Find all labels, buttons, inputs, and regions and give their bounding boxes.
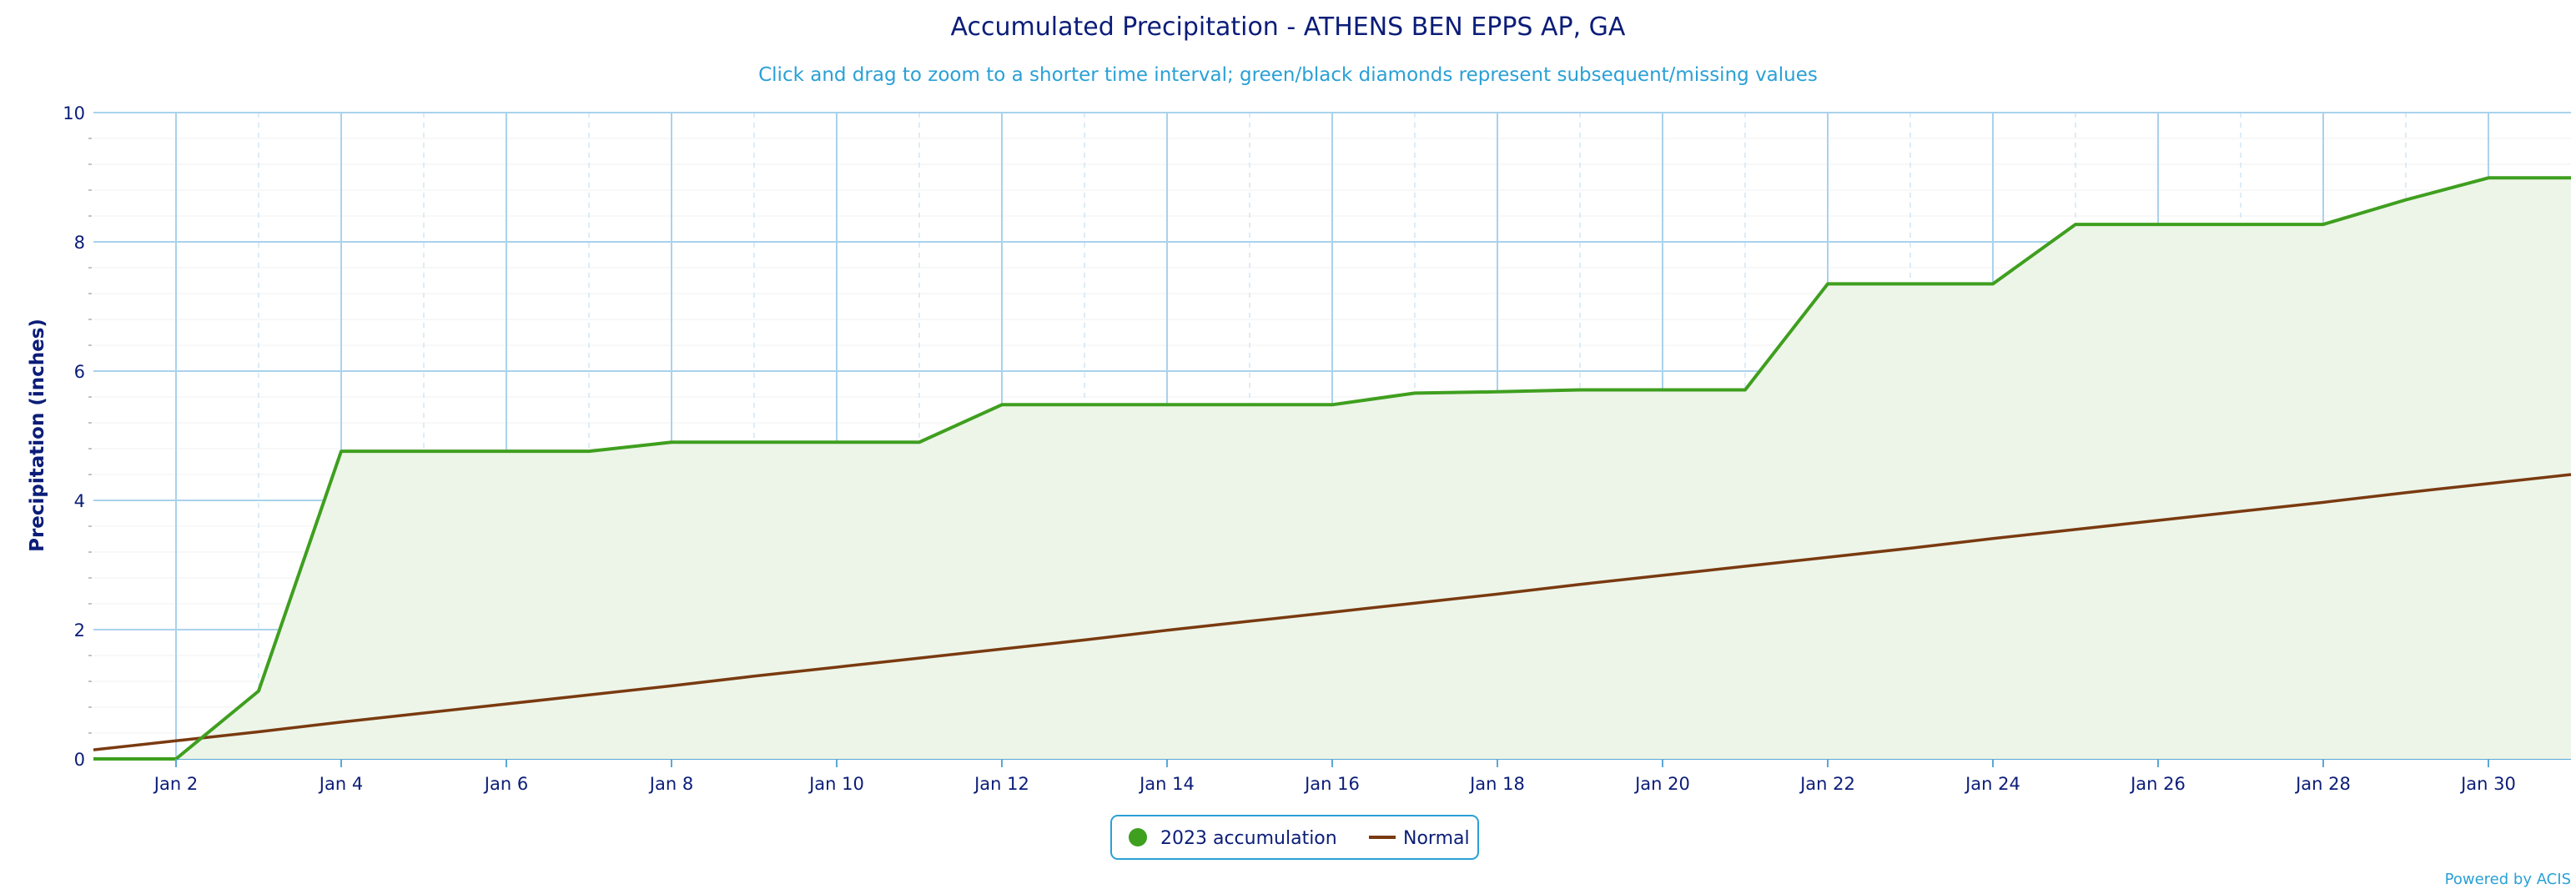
- x-tick-label: Jan 2: [153, 774, 198, 794]
- y-axis-ticks: 0 2 4 6 8 10: [63, 103, 85, 770]
- y-tick-label: 4: [74, 491, 85, 511]
- x-tick-label: Jan 30: [2459, 774, 2516, 794]
- legend-label-2023-accumulation: 2023 accumulation: [1160, 828, 1337, 849]
- chart-title: Accumulated Precipitation - ATHENS BEN E…: [951, 13, 1626, 42]
- accumulation-area: [93, 178, 2571, 759]
- y-tick-label: 8: [74, 233, 85, 253]
- y-axis-label: Precipitation (inches): [27, 319, 48, 552]
- x-tick-label: Jan 4: [318, 774, 363, 794]
- x-tick-label: Jan 10: [808, 774, 864, 794]
- x-tick-label: Jan 12: [973, 774, 1029, 794]
- x-tick-label: Jan 16: [1303, 774, 1360, 794]
- credit-link[interactable]: Powered by ACIS: [2445, 871, 2571, 888]
- legend-circle-icon: [1129, 828, 1147, 846]
- x-tick-label: Jan 20: [1633, 774, 1690, 794]
- y-tick-label: 0: [74, 750, 85, 770]
- x-tick-label: Jan 8: [648, 774, 693, 794]
- legend-item-2023-accumulation[interactable]: 2023 accumulation: [1129, 828, 1337, 849]
- area-layer: [93, 178, 2571, 759]
- chart-subtitle: Click and drag to zoom to a shorter time…: [758, 64, 1818, 86]
- x-tick-label: Jan 26: [2129, 774, 2186, 794]
- legend-item-normal[interactable]: Normal: [1369, 828, 1470, 849]
- x-tick-label: Jan 14: [1138, 774, 1195, 794]
- legend[interactable]: 2023 accumulation Normal: [1110, 815, 1479, 860]
- series-line-normal[interactable]: [93, 473, 2572, 751]
- series-line-2023-accumulation[interactable]: [93, 176, 2571, 761]
- legend-label-normal: Normal: [1403, 828, 1470, 849]
- x-axis-ticks: Jan 2 Jan 4 Jan 6 Jan 8 Jan 10 Jan 12 Jan 14 Ja…: [153, 759, 2516, 794]
- y-tick-label: 6: [74, 362, 85, 382]
- x-tick-label: Jan 24: [1964, 774, 2020, 794]
- y-tick-label: 2: [74, 620, 85, 640]
- x-tick-label: Jan 22: [1799, 774, 1855, 794]
- legend-box: [1110, 815, 1479, 860]
- x-tick-label: Jan 28: [2294, 774, 2351, 794]
- x-tick-label: Jan 6: [483, 774, 528, 794]
- x-tick-label: Jan 18: [1468, 774, 1525, 794]
- series-lines: [93, 176, 2572, 761]
- y-tick-label: 10: [63, 103, 85, 123]
